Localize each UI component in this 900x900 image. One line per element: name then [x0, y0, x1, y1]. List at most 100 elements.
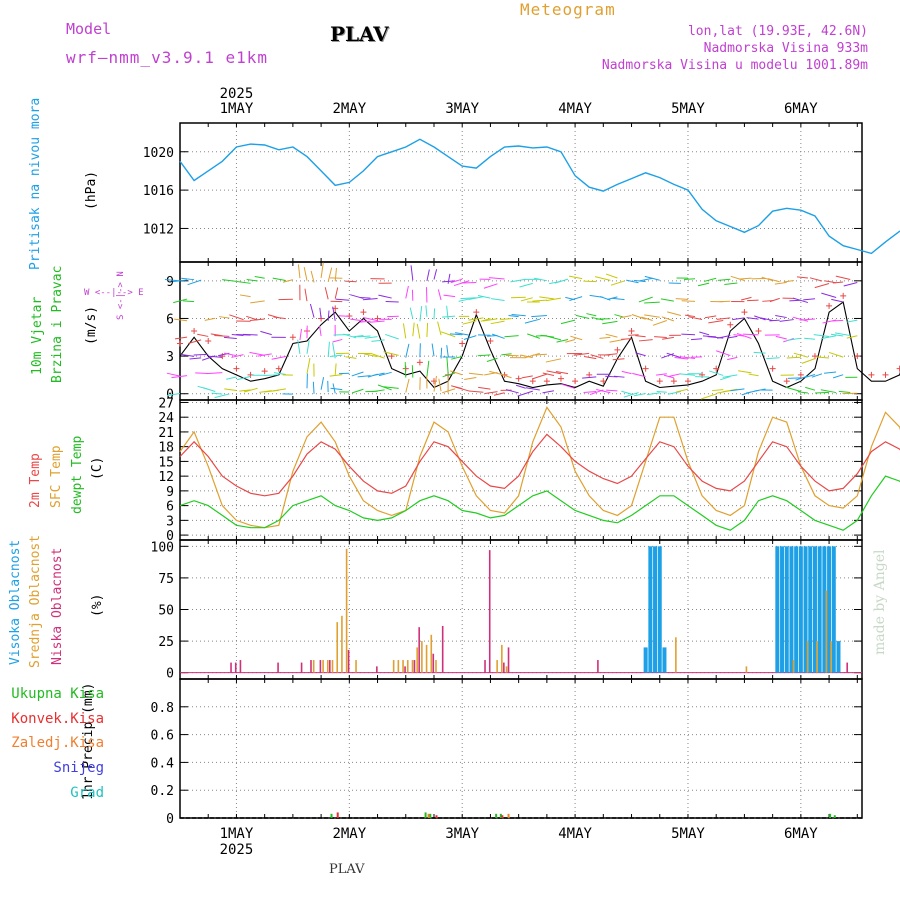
cloud-bar: [398, 660, 400, 673]
wind-arrow: [622, 371, 632, 373]
wind-arrow: [205, 318, 215, 320]
cloud-bar: [332, 660, 334, 673]
cloud-bar: [816, 641, 818, 673]
time-label-top: 4MAY: [558, 101, 592, 117]
wind-arrow: [491, 321, 505, 324]
y-tick-label: 0.2: [151, 784, 174, 799]
wind-gust-marker: [205, 338, 211, 344]
wind-arrow: [331, 388, 343, 389]
wind-arrow: [489, 278, 505, 279]
y-tick-label: 1020: [143, 146, 174, 161]
wind-gust-marker: [600, 378, 606, 384]
wind-arrow: [325, 287, 328, 299]
wind-arrow: [336, 299, 350, 300]
wind-arrow: [724, 283, 737, 284]
wind-arrow: [520, 283, 533, 287]
cloud-bar: [662, 647, 666, 672]
wind-arrow: [320, 326, 322, 336]
wind-arrow: [522, 376, 533, 378]
year-label-bottom: 2025: [220, 842, 254, 858]
wind-arrow: [667, 312, 681, 316]
time-label-top: 5MAY: [671, 101, 705, 117]
cloud-bar: [404, 666, 406, 672]
wind-arrow: [333, 339, 343, 342]
wind-arrow: [656, 374, 667, 375]
wind-arrow: [492, 334, 504, 338]
wind-gust-marker: [544, 378, 550, 384]
cloud-bar: [407, 660, 409, 673]
wind-gust-marker: [233, 366, 239, 372]
wind-arrow: [847, 336, 857, 338]
cloud-bar: [597, 660, 599, 673]
y-tick-label: 21: [158, 426, 174, 441]
wind-arrow: [343, 334, 356, 338]
wind-arrow: [189, 358, 201, 359]
wind-arrow: [240, 295, 251, 297]
wind-arrow: [250, 301, 264, 303]
cloud-bar: [416, 647, 418, 672]
y-tick-label: 0.4: [151, 756, 175, 771]
y-tick-label: 50: [158, 604, 174, 619]
wind-arrow: [561, 320, 575, 324]
wind-arrow: [298, 264, 300, 278]
wind-arrow: [167, 373, 180, 376]
wind-arrow: [612, 298, 625, 299]
y-tick-label: 12: [158, 470, 174, 485]
wind-arrow: [681, 334, 695, 335]
wind-gust-marker: [883, 372, 889, 378]
wind-arrow: [768, 279, 780, 282]
cloud-bar: [336, 622, 338, 673]
wind-arrow: [181, 278, 194, 279]
wind-arrow: [321, 377, 323, 390]
cloud-bar: [846, 663, 848, 673]
wind-arrow: [463, 321, 477, 324]
wind-arrow: [237, 282, 251, 284]
time-label-bottom: 4MAY: [558, 826, 592, 842]
wind-arrow: [226, 377, 236, 379]
wind-arrow: [335, 268, 336, 281]
cloud-bar: [508, 647, 510, 672]
wind-gust-marker: [191, 328, 197, 334]
wind-arrow: [243, 334, 258, 335]
wind-arrow: [212, 393, 223, 394]
dewpt-line: [180, 476, 900, 530]
wind-arrow: [685, 315, 695, 316]
cloud-bar: [653, 546, 657, 672]
meteogram-chart: 1012101610200369036912151821242702550751…: [0, 0, 900, 900]
wind-arrow: [307, 358, 310, 374]
wind-arrow: [532, 300, 547, 301]
wind-arrow: [352, 389, 363, 393]
wind-arrow: [798, 392, 808, 393]
cloud-bar: [675, 637, 677, 672]
wind-gust-marker: [360, 309, 366, 315]
wind-arrow: [444, 295, 456, 297]
wind-arrow: [469, 318, 484, 320]
wind-arrow: [531, 316, 547, 317]
wind-arrow: [741, 297, 751, 300]
wind-arrow: [669, 374, 681, 377]
wind-arrow: [403, 323, 405, 338]
wind-arrow: [194, 354, 209, 355]
wind-arrow: [749, 374, 759, 376]
wind-arrow: [406, 379, 409, 393]
wind-arrow: [639, 278, 653, 281]
cloud-bar: [393, 660, 395, 673]
wind-gust-marker: [459, 341, 465, 347]
wind-arrow: [448, 274, 450, 284]
wind-arrow: [320, 308, 321, 319]
wind-arrow: [815, 284, 829, 288]
y-tick-label: 3: [166, 514, 174, 529]
wind-arrow: [805, 387, 815, 390]
wind-arrow: [300, 329, 302, 340]
cloud-bar: [329, 660, 331, 673]
wind-arrow: [442, 389, 455, 393]
wind-arrow: [260, 331, 271, 334]
precip-bar: [337, 812, 339, 818]
wind-gust-marker: [290, 334, 296, 340]
wind-arrow: [539, 297, 554, 299]
cloud-bar: [484, 660, 486, 673]
wind-arrow: [345, 357, 356, 359]
year-label-top: 2025: [220, 86, 254, 102]
wind-arrow: [776, 336, 787, 339]
time-label-top: 1MAY: [220, 101, 254, 117]
